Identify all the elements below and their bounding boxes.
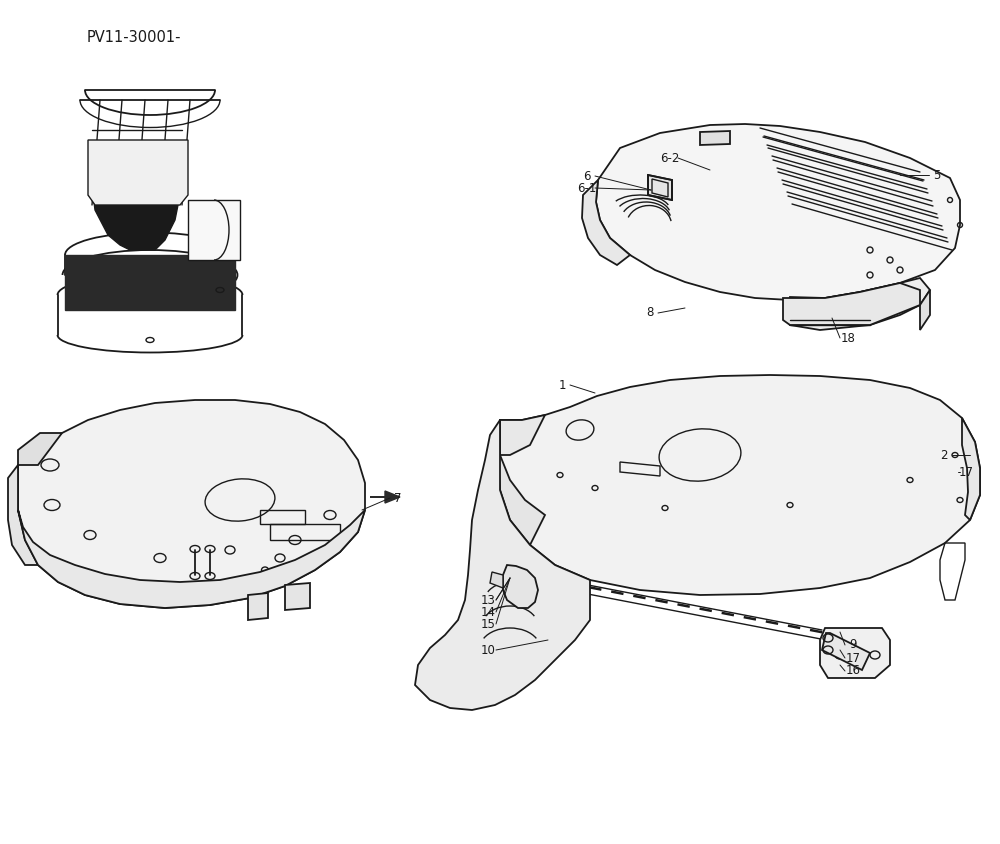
Text: 16: 16 [846, 664, 860, 678]
Polygon shape [88, 140, 188, 205]
Polygon shape [18, 400, 365, 608]
Polygon shape [783, 283, 920, 325]
Polygon shape [415, 420, 590, 710]
Polygon shape [65, 255, 235, 310]
Text: 6-1: 6-1 [577, 181, 597, 194]
Polygon shape [822, 633, 870, 670]
Text: 10: 10 [481, 643, 495, 657]
Polygon shape [596, 124, 960, 300]
Polygon shape [18, 433, 62, 465]
Text: 17: 17 [958, 466, 974, 479]
Polygon shape [490, 572, 503, 588]
Polygon shape [820, 628, 890, 678]
Text: 6-2: 6-2 [660, 152, 680, 165]
Polygon shape [503, 565, 538, 608]
Polygon shape [440, 650, 468, 695]
Polygon shape [370, 491, 400, 503]
Polygon shape [285, 583, 310, 610]
Text: 15: 15 [481, 618, 495, 630]
Text: 2: 2 [940, 448, 948, 462]
Text: PV11-30001-: PV11-30001- [87, 30, 182, 45]
Polygon shape [790, 278, 930, 330]
Polygon shape [92, 168, 180, 250]
Text: 18: 18 [841, 332, 855, 344]
Polygon shape [18, 510, 365, 608]
Text: 7: 7 [394, 491, 402, 505]
Polygon shape [920, 290, 930, 330]
Polygon shape [498, 375, 980, 595]
Polygon shape [700, 131, 730, 145]
Polygon shape [248, 593, 268, 620]
Text: 13: 13 [481, 593, 495, 607]
Text: 9: 9 [849, 639, 857, 652]
Polygon shape [188, 200, 240, 260]
Text: 17: 17 [846, 652, 860, 664]
Text: 14: 14 [481, 605, 496, 619]
Polygon shape [648, 175, 672, 200]
Text: 5: 5 [933, 169, 941, 181]
Polygon shape [582, 180, 630, 265]
Polygon shape [498, 420, 545, 545]
Polygon shape [962, 418, 980, 520]
Text: 8: 8 [646, 306, 654, 320]
Text: 6: 6 [583, 170, 591, 182]
Polygon shape [500, 415, 545, 455]
Text: 1: 1 [558, 378, 566, 392]
Polygon shape [8, 465, 38, 565]
